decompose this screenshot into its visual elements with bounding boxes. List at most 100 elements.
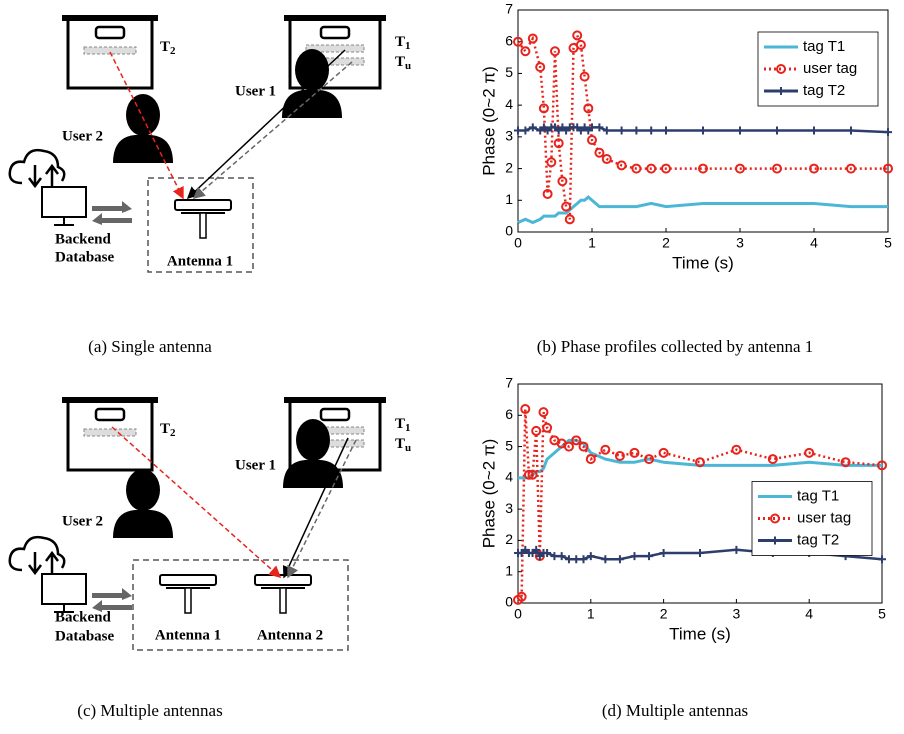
tag-label: Tu — [395, 54, 411, 71]
point-marker — [521, 126, 530, 135]
x-tick-label: 1 — [587, 606, 595, 622]
point-marker — [538, 103, 549, 114]
box-lid — [62, 15, 158, 21]
point-marker — [658, 447, 669, 458]
y-tick-label: 3 — [505, 128, 513, 144]
tag-letter: T — [160, 39, 170, 55]
tag-subscript: u — [405, 60, 411, 72]
point-marker — [773, 126, 781, 135]
monitor-stand — [54, 604, 74, 613]
point-marker — [647, 126, 656, 135]
point-marker — [840, 457, 851, 468]
signal-path — [186, 49, 346, 200]
point-marker — [630, 552, 639, 561]
point-marker — [699, 126, 707, 135]
point-marker — [528, 123, 537, 132]
x-tick-label: 2 — [662, 235, 670, 251]
user-body — [282, 90, 342, 118]
point-marker — [523, 469, 534, 480]
caption: (d) Multiple antennas — [602, 701, 748, 720]
point-marker — [588, 123, 596, 132]
y-tick-label: 0 — [505, 594, 513, 610]
signal-path — [111, 426, 282, 578]
user-head — [126, 94, 160, 136]
point-marker — [632, 126, 641, 135]
legend-label: tag T1 — [797, 487, 839, 504]
sync-arrow — [92, 201, 132, 213]
point-marker — [531, 425, 542, 436]
point-marker — [543, 548, 552, 557]
x-tick-label: 4 — [810, 235, 818, 251]
user-label: User 2 — [62, 128, 103, 144]
y-tick-label: 2 — [505, 159, 513, 175]
x-tick-label: 0 — [514, 606, 522, 622]
y-tick-label: 7 — [505, 375, 513, 391]
series-line — [517, 31, 888, 220]
point-marker — [883, 163, 893, 174]
point-marker — [846, 163, 856, 174]
y-tick-label: 4 — [505, 96, 513, 112]
antenna-label: Antenna 1 — [155, 627, 221, 643]
y-tick-label: 4 — [505, 469, 513, 485]
point-marker — [516, 591, 527, 602]
arrow-down — [28, 552, 42, 576]
point-marker — [583, 103, 594, 114]
y-tick-label: 0 — [505, 223, 513, 239]
box-lid — [284, 397, 386, 403]
box-handle — [319, 25, 351, 40]
point-marker — [587, 135, 597, 146]
point-marker — [646, 163, 657, 174]
legend-marker — [777, 87, 785, 95]
point-marker — [553, 138, 564, 149]
point-marker — [884, 128, 892, 137]
tag-subscript: 2 — [170, 45, 176, 57]
y-tick-label: 6 — [505, 406, 513, 422]
legend-marker — [776, 64, 786, 74]
user-label: User 1 — [235, 457, 276, 473]
point-marker — [571, 435, 582, 446]
point-marker — [617, 126, 626, 135]
box-handle — [94, 25, 126, 40]
y-tick-label: 5 — [505, 437, 513, 453]
monitor — [41, 573, 87, 605]
legend-label: user tag — [803, 60, 857, 77]
point-marker — [561, 201, 572, 212]
tag-label: T1 — [395, 416, 411, 433]
point-marker — [578, 441, 589, 452]
monitor-stand — [54, 217, 74, 226]
box-handle — [319, 407, 351, 422]
point-marker — [527, 469, 538, 480]
point-marker — [732, 545, 741, 554]
x-axis-label: Time (s) — [672, 253, 734, 272]
x-tick-label: 1 — [588, 235, 596, 251]
box — [66, 20, 154, 90]
user-label: User 2 — [62, 513, 103, 529]
point-marker — [557, 176, 568, 187]
point-marker — [878, 555, 886, 564]
user-head — [295, 49, 329, 91]
signal-path — [192, 61, 353, 199]
point-marker — [579, 555, 588, 564]
point-marker — [572, 555, 581, 564]
cloud-icon — [8, 535, 66, 572]
box-handle — [94, 407, 126, 422]
point-marker — [585, 454, 596, 465]
legend-marker — [770, 513, 780, 524]
point-marker — [644, 454, 655, 465]
x-axis-label: Time (s) — [669, 624, 731, 643]
tag-subscript: 1 — [405, 422, 411, 434]
antenna-top — [159, 574, 217, 586]
caption: (b) Phase profiles collected by antenna … — [537, 337, 814, 356]
backend-label: Backend — [55, 609, 112, 625]
x-tick-label: 0 — [514, 235, 522, 251]
rfid-tag — [83, 46, 137, 55]
x-tick-label: 3 — [736, 235, 744, 251]
tag-letter: T — [395, 34, 405, 50]
tag-label: T2 — [160, 39, 176, 56]
point-marker — [804, 447, 815, 458]
point-marker — [735, 163, 745, 174]
point-marker — [645, 552, 654, 561]
tag-letter: T — [160, 421, 170, 437]
backend-label: Database — [55, 249, 115, 265]
legend-label: tag T2 — [803, 82, 845, 99]
